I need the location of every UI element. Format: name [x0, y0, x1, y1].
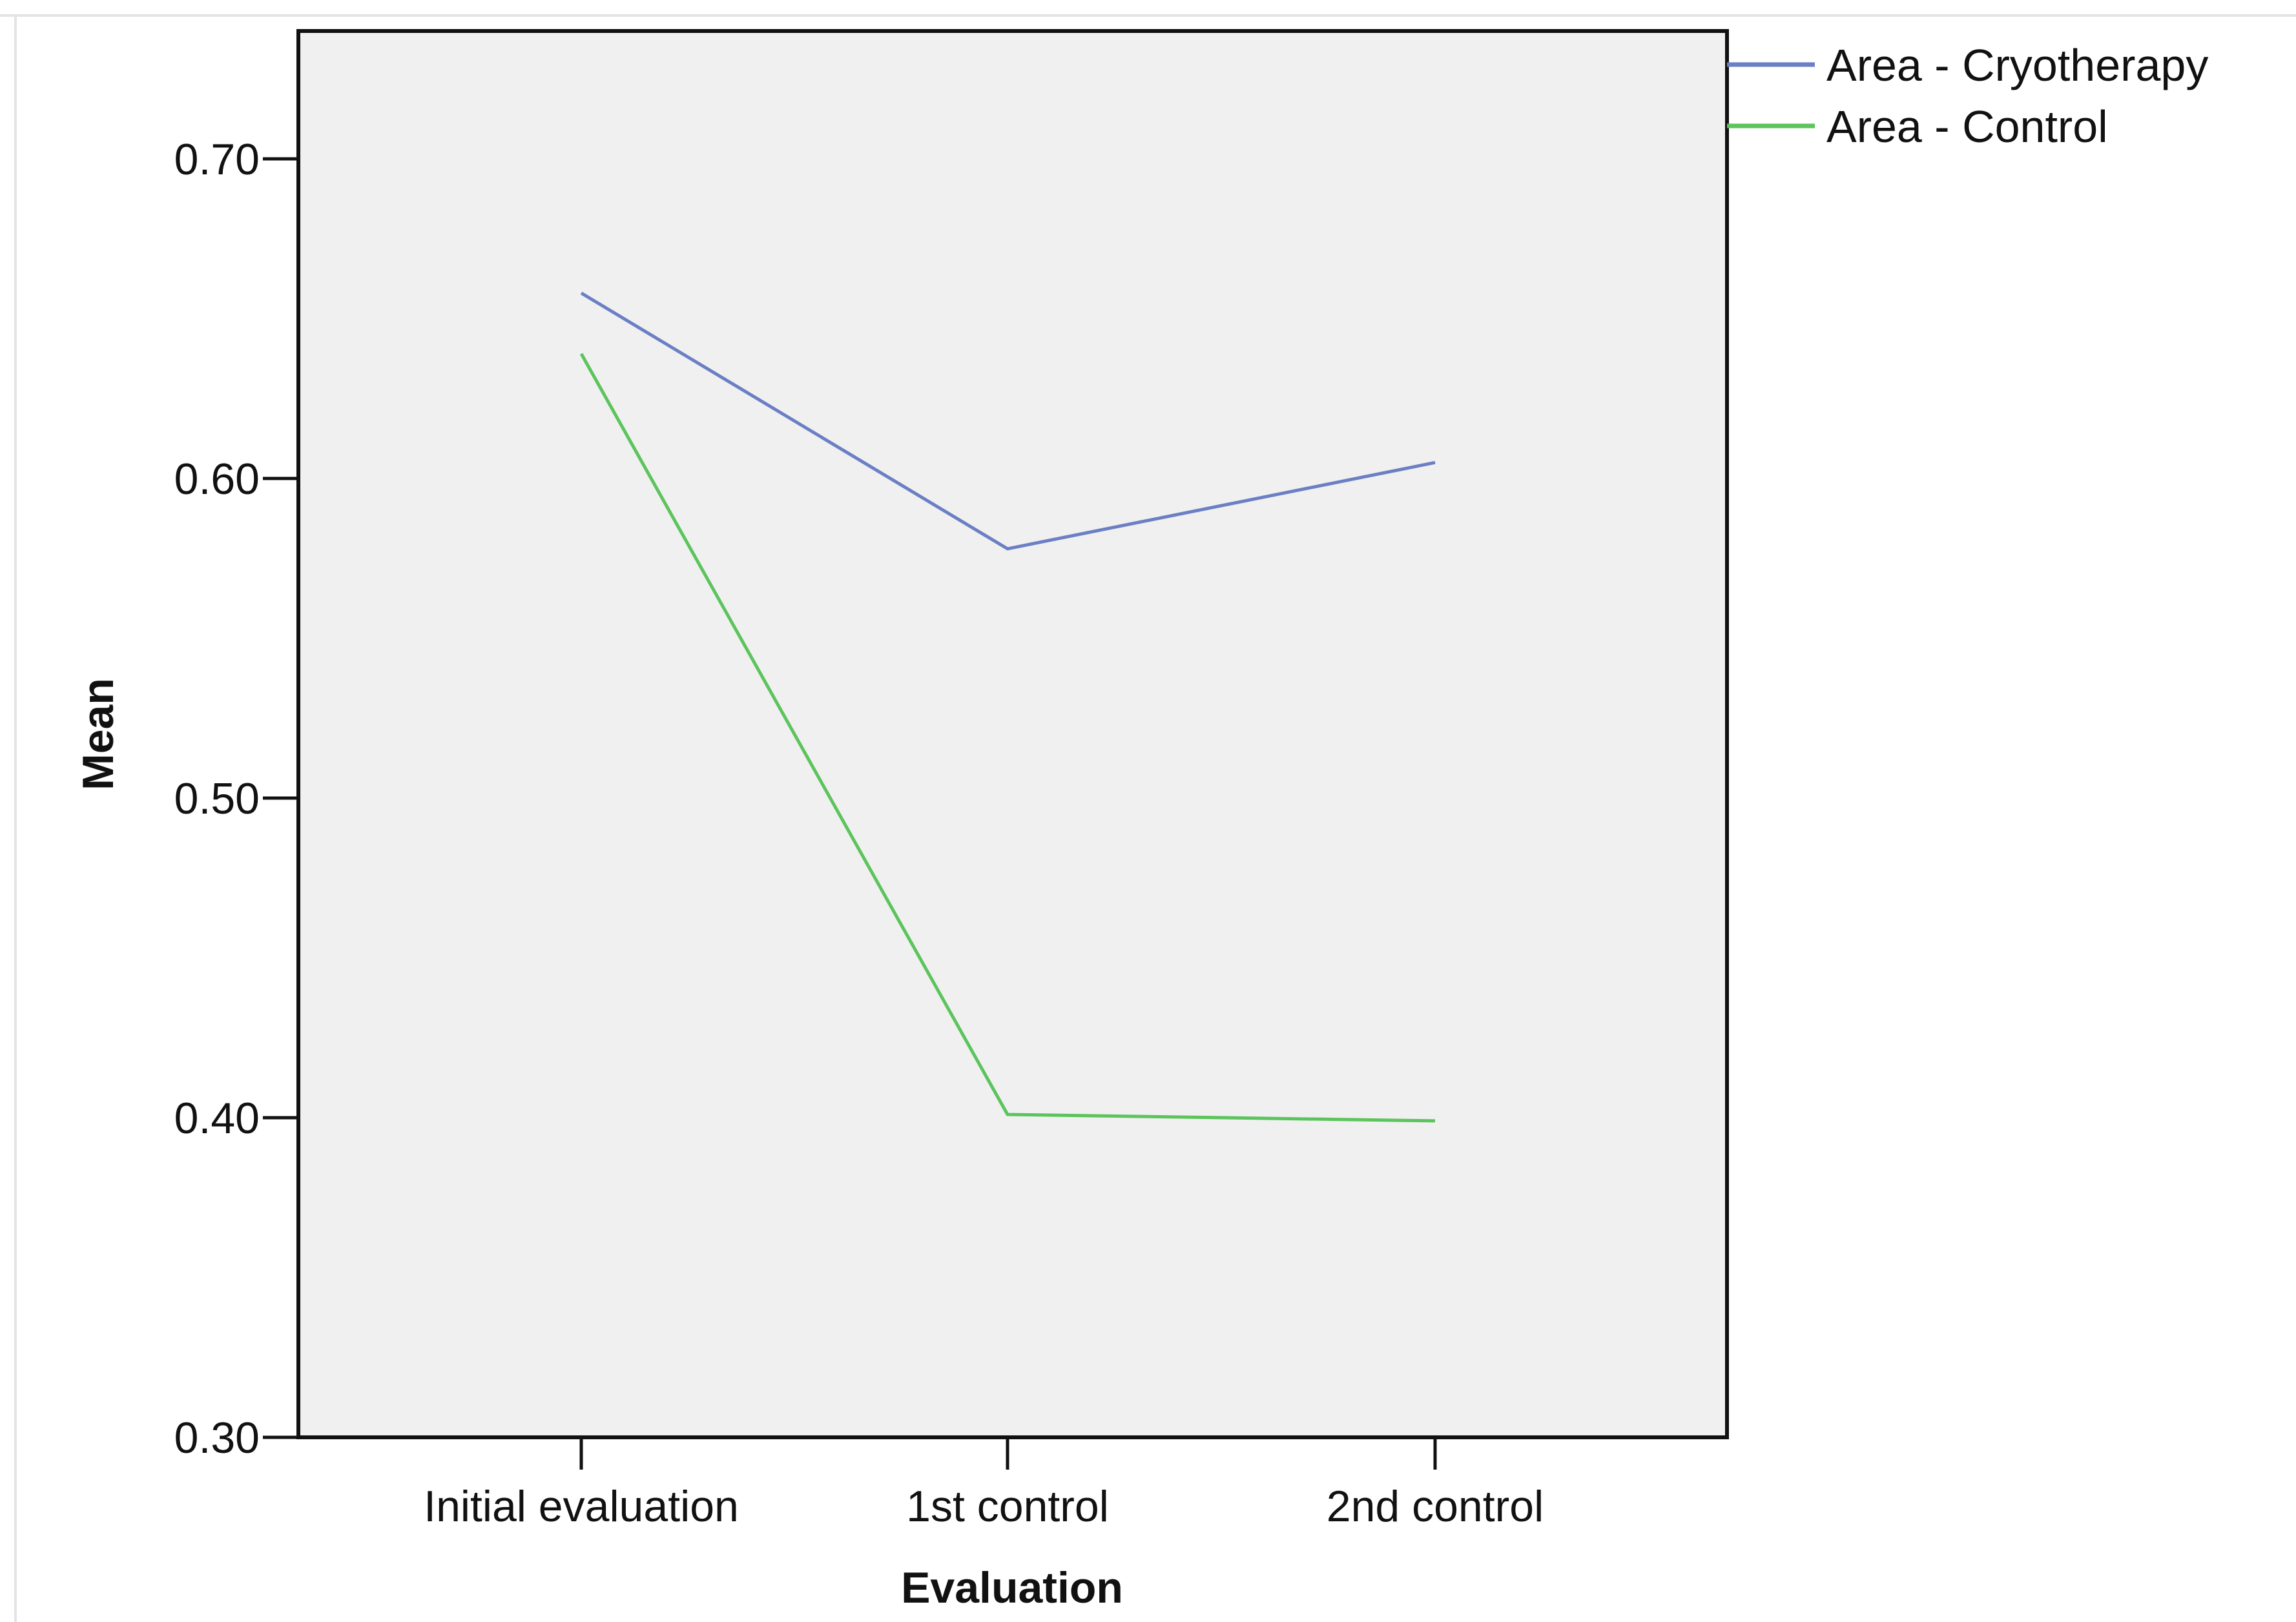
x-axis: Initial evaluation 1st control 2nd control: [424, 1437, 1544, 1531]
x-tick-label: 2nd control: [1327, 1482, 1544, 1531]
y-tick-label: 0.60: [174, 455, 260, 504]
x-tick-label: 1st control: [906, 1482, 1109, 1531]
y-tick-label: 0.50: [174, 774, 260, 823]
plot-area: [296, 29, 1729, 1439]
legend: Area - Cryotherapy Area - Control: [1727, 40, 2208, 152]
legend-label: Area - Cryotherapy: [1826, 40, 2208, 90]
y-tick-label: 0.70: [174, 135, 260, 184]
x-axis-title: Evaluation: [901, 1563, 1123, 1612]
y-axis-title: Mean: [74, 678, 123, 790]
series-line-control: [579, 353, 1436, 1123]
series-layer: [579, 291, 1436, 1123]
y-tick-label: 0.40: [174, 1094, 260, 1143]
legend-label: Area - Control: [1826, 101, 2108, 152]
series-line-cryotherapy: [580, 291, 1436, 551]
x-tick-label: Initial evaluation: [424, 1482, 739, 1531]
y-axis: 0.30 0.40 0.50 0.60 0.70: [174, 135, 298, 1463]
y-tick-label: 0.30: [174, 1413, 260, 1463]
